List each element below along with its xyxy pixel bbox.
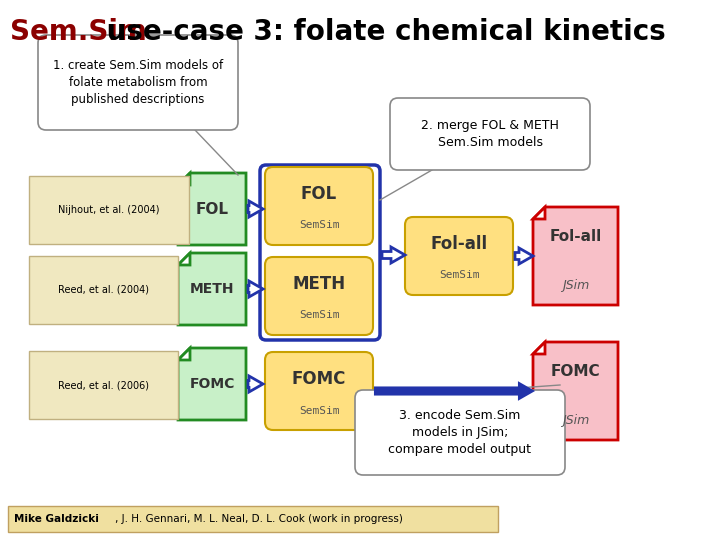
Text: JSim: JSim [562, 279, 589, 292]
Polygon shape [533, 342, 618, 440]
Text: METH: METH [292, 275, 346, 293]
Text: Mike Galdzicki: Mike Galdzicki [14, 514, 99, 524]
FancyBboxPatch shape [405, 217, 513, 295]
Text: Reed, et al. (2006): Reed, et al. (2006) [58, 380, 149, 390]
Polygon shape [515, 248, 533, 264]
Polygon shape [178, 253, 246, 325]
Text: SemSim: SemSim [299, 310, 339, 321]
Text: Fol-all: Fol-all [549, 229, 602, 244]
FancyBboxPatch shape [8, 506, 498, 532]
Polygon shape [178, 173, 190, 185]
Polygon shape [178, 348, 190, 360]
Polygon shape [533, 342, 545, 354]
Text: , J. H. Gennari, M. L. Neal, D. L. Cook (work in progress): , J. H. Gennari, M. L. Neal, D. L. Cook … [115, 514, 403, 524]
Text: 2. merge FOL & METH
Sem.Sim models: 2. merge FOL & METH Sem.Sim models [421, 119, 559, 149]
Text: use-case 3: folate chemical kinetics: use-case 3: folate chemical kinetics [97, 18, 666, 46]
Polygon shape [178, 348, 246, 420]
FancyBboxPatch shape [265, 257, 373, 335]
Polygon shape [248, 201, 263, 217]
Polygon shape [533, 207, 618, 305]
Text: FOMC: FOMC [189, 377, 235, 391]
Text: Nijhout, et al. (2004): Nijhout, et al. (2004) [58, 205, 160, 215]
Polygon shape [178, 253, 190, 265]
Text: METH: METH [190, 282, 234, 296]
FancyBboxPatch shape [355, 390, 565, 475]
Text: SemSim: SemSim [299, 220, 339, 231]
Text: JSim: JSim [562, 414, 589, 427]
Text: Fol-all: Fol-all [431, 235, 487, 253]
Text: Reed, et al. (2004): Reed, et al. (2004) [58, 285, 149, 295]
FancyBboxPatch shape [265, 167, 373, 245]
FancyBboxPatch shape [390, 98, 590, 170]
Text: Sem.Sim: Sem.Sim [10, 18, 147, 46]
Text: SemSim: SemSim [438, 271, 480, 280]
Polygon shape [248, 376, 263, 392]
FancyBboxPatch shape [265, 352, 373, 430]
Polygon shape [375, 383, 533, 399]
Text: FOL: FOL [196, 201, 228, 217]
Polygon shape [248, 281, 263, 297]
Text: FOMC: FOMC [551, 364, 600, 379]
Polygon shape [533, 207, 545, 219]
Text: FOL: FOL [301, 185, 337, 203]
Polygon shape [178, 173, 246, 245]
Text: 3. encode Sem.Sim
models in JSim;
compare model output: 3. encode Sem.Sim models in JSim; compar… [389, 409, 531, 456]
Text: SemSim: SemSim [299, 406, 339, 415]
Polygon shape [382, 247, 405, 263]
Text: 1. create Sem.Sim models of
folate metabolism from
published descriptions: 1. create Sem.Sim models of folate metab… [53, 59, 223, 106]
Text: FOMC: FOMC [292, 370, 346, 388]
FancyBboxPatch shape [38, 35, 238, 130]
